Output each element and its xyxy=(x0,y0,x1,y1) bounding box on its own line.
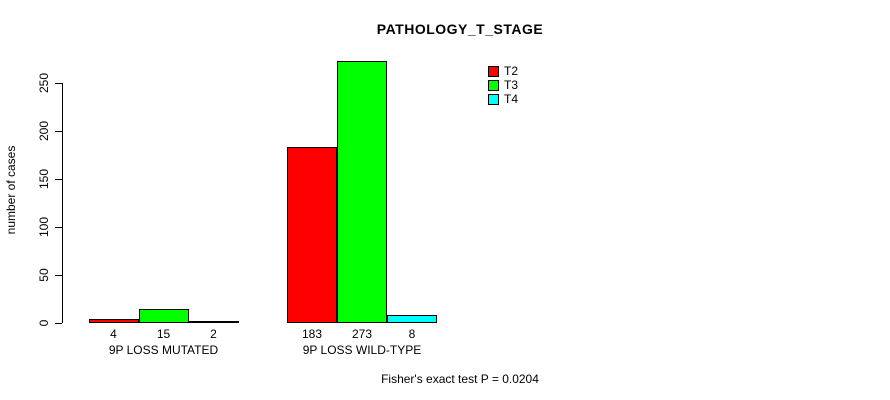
bar-value-label: 2 xyxy=(210,327,217,341)
y-tick-mark xyxy=(55,130,62,132)
y-axis-title: number of cases xyxy=(4,145,18,235)
legend-swatch-t4 xyxy=(488,93,499,105)
bar-t3-group1 xyxy=(138,308,189,323)
y-tick-mark xyxy=(55,274,62,276)
legend: T2 T3 T4 xyxy=(488,64,518,107)
y-tick-mark xyxy=(55,82,62,84)
legend-row-t4: T4 xyxy=(488,92,518,106)
legend-row-t2: T2 xyxy=(488,64,518,78)
x-category-label: 9P LOSS MUTATED xyxy=(108,343,219,357)
bar-value-label: 15 xyxy=(156,327,171,341)
bar-value-label: 273 xyxy=(351,327,373,341)
y-axis-line xyxy=(62,83,63,323)
y-tick-mark xyxy=(55,322,62,324)
bar-t2-group1 xyxy=(88,319,139,323)
chart-title: PATHOLOGY_T_STAGE xyxy=(376,21,544,37)
legend-label: T4 xyxy=(504,92,519,107)
bar-value-label: 4 xyxy=(110,327,117,341)
bar-t3-group2 xyxy=(337,60,387,323)
bar-value-label: 183 xyxy=(301,327,323,341)
bar-t2-group2 xyxy=(287,147,337,323)
legend-label: T2 xyxy=(504,64,519,79)
bar-value-label: 8 xyxy=(408,327,416,341)
x-category-label: 9P LOSS WILD-TYPE xyxy=(302,343,422,357)
legend-row-t3: T3 xyxy=(488,78,518,92)
legend-label: T3 xyxy=(504,78,519,93)
bar-t4-group2 xyxy=(387,315,437,323)
statistical-test-note: Fisher's exact test P = 0.0204 xyxy=(381,372,539,386)
y-tick-mark xyxy=(55,226,62,228)
legend-swatch-t3 xyxy=(488,79,499,91)
y-tick-mark xyxy=(55,178,62,180)
bar-t4-group1 xyxy=(188,321,239,324)
legend-swatch-t2 xyxy=(488,65,499,77)
y-tick-label: 250 xyxy=(37,72,51,94)
